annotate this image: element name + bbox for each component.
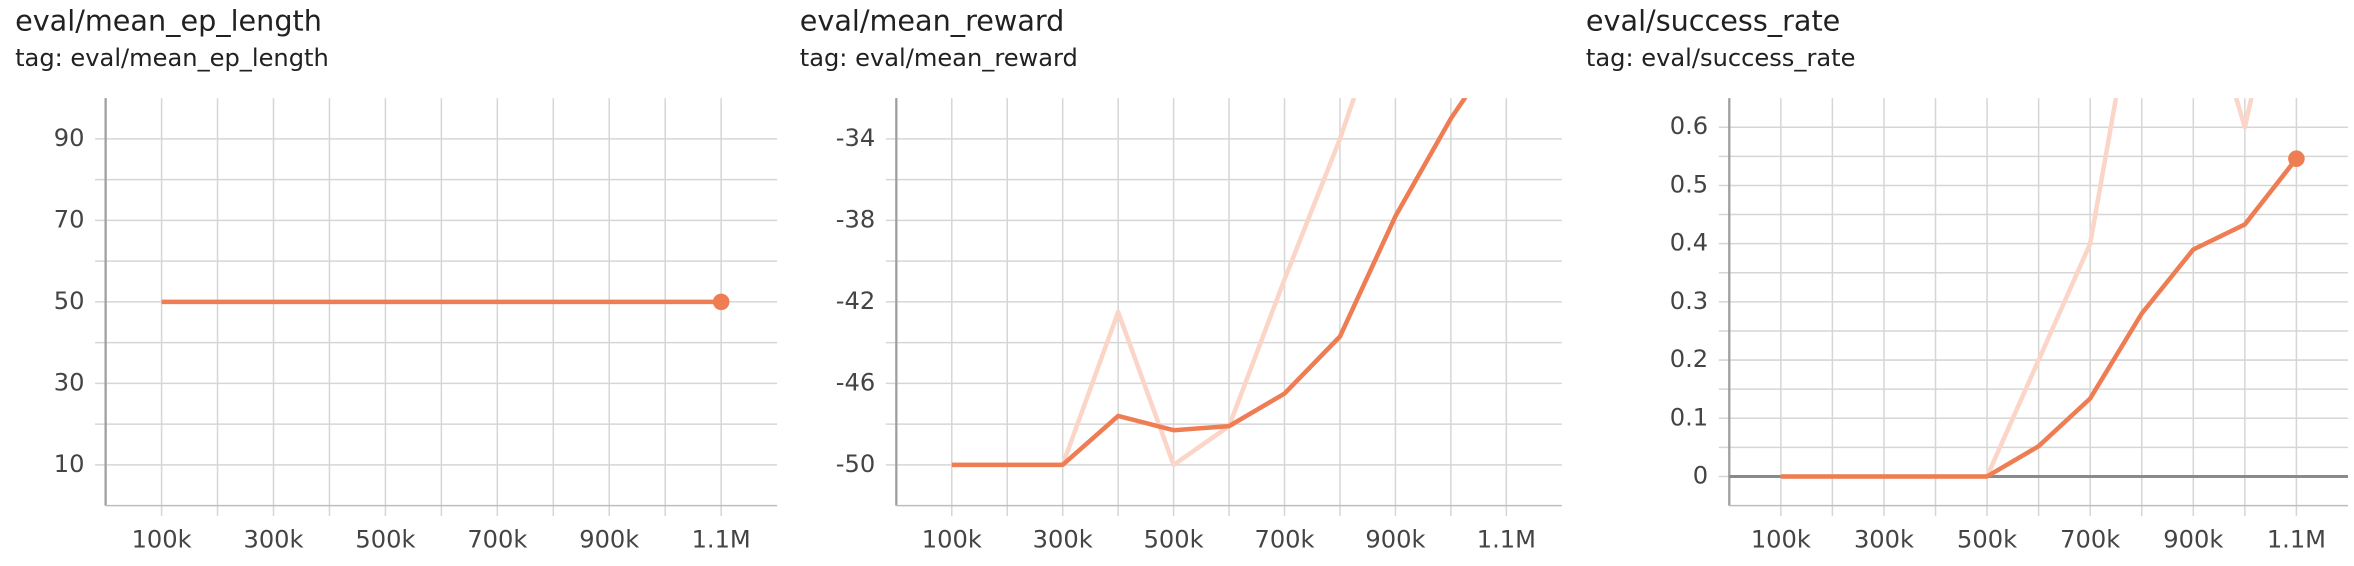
x-tick-label: 900k [2163, 525, 2223, 553]
y-tick-label: -34 [836, 124, 875, 152]
x-tick-label: 700k [1254, 525, 1314, 553]
end-marker [712, 293, 730, 311]
chart-panel: eval/success_rate tag: eval/success_rate 1… [1586, 4, 2348, 553]
chart-panel: eval/mean_reward tag: eval/mean_reward 100… [800, 4, 1562, 553]
chart-panel: eval/mean_ep_length tag: eval/mean_ep_len… [15, 4, 778, 553]
y-tick-label: -42 [836, 287, 875, 315]
y-tick-label: 0.1 [1670, 403, 1708, 431]
chart-subtitle: tag: eval/mean_ep_length [15, 44, 329, 72]
x-tick-label: 500k [1144, 525, 1204, 553]
chart-title: eval/mean_ep_length [15, 4, 322, 38]
x-tick-label: 1.1M [692, 525, 751, 553]
chart-subtitle: tag: eval/success_rate [1586, 44, 1856, 72]
series-line [951, 98, 1468, 468]
y-tick-label: 0.4 [1670, 229, 1708, 257]
plot-area [951, 29, 1515, 468]
x-tick-label: 300k [1854, 525, 1914, 553]
chart-title: eval/success_rate [1586, 4, 1840, 38]
plot-area [1780, 98, 2305, 479]
chart-subtitle: tag: eval/mean_reward [800, 44, 1078, 72]
series-line [1780, 157, 2299, 479]
x-tick-label: 500k [1957, 525, 2017, 553]
y-tick-label: -38 [836, 205, 875, 233]
y-tick-label: 0.5 [1670, 170, 1708, 198]
plot-area [161, 293, 730, 311]
end-marker [1498, 29, 1515, 46]
y-tick-label: 70 [54, 205, 85, 233]
chart-title: eval/mean_reward [800, 4, 1065, 38]
x-tick-label: 1.1M [1477, 525, 1536, 553]
y-tick-label: 30 [54, 368, 85, 396]
x-tick-label: 700k [2060, 525, 2120, 553]
x-tick-label: 900k [579, 525, 639, 553]
x-tick-label: 100k [922, 525, 982, 553]
y-tick-label: -46 [836, 368, 875, 396]
y-tick-label: 50 [54, 287, 85, 315]
x-tick-label: 300k [1033, 525, 1093, 553]
y-tick-label: 0.2 [1670, 345, 1708, 373]
x-tick-label: 300k [243, 525, 303, 553]
y-tick-label: 0 [1693, 461, 1708, 489]
x-tick-label: 500k [355, 525, 415, 553]
y-tick-label: -50 [836, 450, 875, 478]
x-tick-label: 900k [1365, 525, 1425, 553]
x-tick-label: 700k [467, 525, 527, 553]
x-tick-label: 100k [132, 525, 192, 553]
y-tick-label: 0.3 [1670, 287, 1708, 315]
y-tick-label: 10 [54, 450, 85, 478]
x-tick-label: 1.1M [2267, 525, 2326, 553]
x-tick-label: 100k [1751, 525, 1811, 553]
y-tick-label: 0.6 [1670, 112, 1708, 140]
end-marker [2288, 150, 2305, 167]
y-tick-label: 90 [54, 124, 85, 152]
